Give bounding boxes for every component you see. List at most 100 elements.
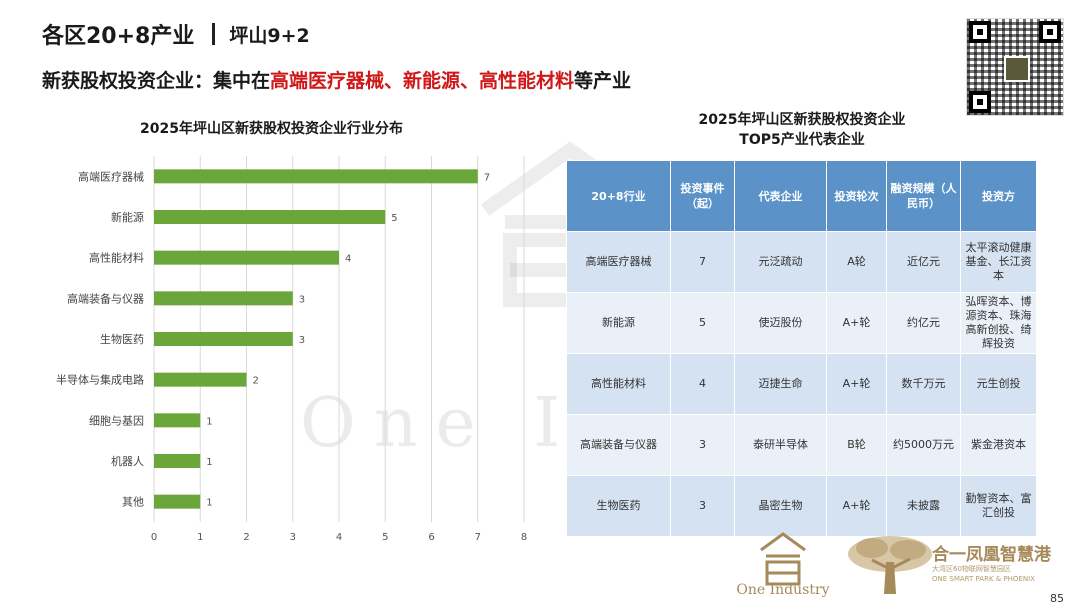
x-tick-label: 2 bbox=[243, 532, 249, 543]
x-tick-label: 5 bbox=[382, 532, 388, 543]
bar bbox=[154, 169, 478, 184]
category-label: 半导体与集成电路 bbox=[56, 373, 144, 387]
category-label: 高端装备与仪器 bbox=[67, 291, 144, 305]
x-tick-label: 7 bbox=[475, 532, 481, 543]
bar bbox=[154, 332, 293, 346]
table-cell: A轮 bbox=[826, 231, 887, 293]
table-row: 高性能材料 4 迈捷生命 A+轮 数千万元 元生创投 bbox=[566, 353, 1037, 415]
data-label: 1 bbox=[206, 498, 212, 509]
table-title-line1: 2025年坪山区新获股权投资企业 bbox=[698, 112, 906, 128]
bar bbox=[154, 494, 201, 509]
page-subtitle: 新获股权投资企业：集中在高端医疗器械、新能源、高性能材料等产业 bbox=[42, 66, 631, 93]
table-cell: A+轮 bbox=[826, 292, 887, 354]
data-label: 3 bbox=[299, 294, 305, 305]
table-cell: 高端医疗器械 bbox=[566, 231, 671, 293]
brand-subtitle: 大湾区60物联网智慧园区 ONE SMART PARK & PHOENIX bbox=[932, 564, 1035, 584]
header-title: 各区20+8产业 bbox=[42, 24, 195, 49]
qr-finder-pattern bbox=[969, 91, 991, 113]
bar bbox=[154, 250, 339, 265]
table-cell: 紫金港资本 bbox=[960, 414, 1037, 476]
table-cell: 勤智资本、富汇创投 bbox=[960, 475, 1037, 537]
category-label: 新能源 bbox=[111, 210, 144, 224]
qr-finder-pattern bbox=[1039, 21, 1061, 43]
table-row: 高端医疗器械 7 元泛疏动 A轮 近亿元 太平滚动健康基金、长江资本 bbox=[566, 231, 1037, 293]
x-tick-label: 8 bbox=[521, 532, 527, 543]
industry-table: 20+8行业 投资事件（起） 代表企业 投资轮次 融资规模（人民币） 投资方 高… bbox=[566, 160, 1037, 537]
table-cell: A+轮 bbox=[826, 353, 887, 415]
x-tick-label: 0 bbox=[151, 532, 157, 543]
table-cell: 晶密生物 bbox=[734, 475, 827, 537]
table-cell: 数千万元 bbox=[886, 353, 961, 415]
category-label: 其他 bbox=[122, 496, 144, 509]
table-header-row: 20+8行业 投资事件（起） 代表企业 投资轮次 融资规模（人民币） 投资方 bbox=[566, 160, 1037, 232]
tree-logo-icon bbox=[848, 536, 932, 594]
bar-chart: 0 1 2 3 4 5 6 7 8 高端医疗器械 7 新能源 5 高性能材料 4 高端装备与仪器 3 生物医药 3 半… bbox=[56, 156, 527, 543]
brand-sub-line: ONE SMART PARK & PHOENIX bbox=[932, 575, 1035, 583]
table-cell: 4 bbox=[670, 353, 735, 415]
table-cell: 7 bbox=[670, 231, 735, 293]
brand-sub-line: 大湾区60物联网智慧园区 bbox=[932, 565, 1011, 573]
data-label: 7 bbox=[484, 172, 490, 183]
data-label: 4 bbox=[345, 254, 351, 265]
header-divider bbox=[212, 23, 216, 45]
table-cell: 泰研半导体 bbox=[734, 414, 827, 476]
table-cell: 近亿元 bbox=[886, 231, 961, 293]
table-cell: 迈捷生命 bbox=[734, 353, 827, 415]
header-cell: 20+8行业 bbox=[566, 160, 671, 232]
qr-finder-pattern bbox=[969, 21, 991, 43]
chart-title: 2025年坪山区新获股权投资企业行业分布 bbox=[140, 121, 403, 137]
bar bbox=[154, 210, 386, 224]
category-label: 细胞与基因 bbox=[89, 414, 144, 427]
data-label: 1 bbox=[206, 457, 212, 468]
table-cell: 生物医药 bbox=[566, 475, 671, 537]
table-cell: 5 bbox=[670, 292, 735, 354]
table-cell: 高性能材料 bbox=[566, 353, 671, 415]
qr-code bbox=[966, 18, 1064, 116]
subtitle-prefix: 新获股权投资企业：集中在 bbox=[42, 70, 271, 92]
bar bbox=[154, 291, 293, 306]
bar bbox=[154, 454, 201, 468]
table-cell: B轮 bbox=[826, 414, 887, 476]
one-industry-logo-icon bbox=[760, 532, 806, 586]
header-cell: 投资方 bbox=[960, 160, 1037, 232]
subtitle-suffix: 等产业 bbox=[574, 70, 632, 92]
bar bbox=[154, 372, 247, 387]
header-cell: 融资规模（人民币） bbox=[886, 160, 961, 232]
table-cell: 元泛疏动 bbox=[734, 231, 827, 293]
x-tick-label: 1 bbox=[197, 532, 203, 543]
table-cell: 太平滚动健康基金、长江资本 bbox=[960, 231, 1037, 293]
table-row: 高端装备与仪器 3 泰研半导体 B轮 约5000万元 紫金港资本 bbox=[566, 414, 1037, 476]
page-header: 各区20+8产业 坪山9+2 bbox=[42, 16, 310, 52]
table-cell: 3 bbox=[670, 414, 735, 476]
category-label: 生物医药 bbox=[100, 332, 144, 346]
bar bbox=[154, 413, 201, 428]
page-number: 85 bbox=[1050, 592, 1064, 605]
x-tick-label: 3 bbox=[290, 532, 296, 543]
table-cell: 约5000万元 bbox=[886, 414, 961, 476]
table-cell: 使迈股份 bbox=[734, 292, 827, 354]
table-cell: A+轮 bbox=[826, 475, 887, 537]
header-cell: 投资轮次 bbox=[826, 160, 887, 232]
table-title-line2: TOP5产业代表企业 bbox=[739, 132, 865, 148]
qr-center-logo bbox=[1004, 56, 1030, 82]
table-cell: 弘晖资本、博源资本、珠海高新创投、绮辉投资 bbox=[960, 292, 1037, 354]
table-row: 生物医药 3 晶密生物 A+轮 未披露 勤智资本、富汇创投 bbox=[566, 475, 1037, 537]
table-cell: 新能源 bbox=[566, 292, 671, 354]
data-label: 5 bbox=[391, 213, 397, 224]
subtitle-highlight: 高端医疗器械、新能源、高性能材料 bbox=[270, 70, 575, 92]
category-label: 高端医疗器械 bbox=[78, 169, 144, 183]
header-cell: 投资事件（起） bbox=[670, 160, 735, 232]
category-label: 机器人 bbox=[111, 454, 144, 468]
table-cell: 3 bbox=[670, 475, 735, 537]
footer-logo-text: One Industry bbox=[736, 582, 830, 598]
table-title: 2025年坪山区新获股权投资企业 TOP5产业代表企业 bbox=[612, 110, 992, 150]
header-region: 坪山9+2 bbox=[229, 24, 310, 47]
category-label: 高性能材料 bbox=[89, 251, 144, 265]
data-label: 1 bbox=[206, 416, 212, 427]
table-cell: 约亿元 bbox=[886, 292, 961, 354]
data-label: 3 bbox=[299, 335, 305, 346]
brand-name: 合一凤凰智慧港 bbox=[932, 545, 1051, 565]
table-cell: 元生创投 bbox=[960, 353, 1037, 415]
x-tick-label: 6 bbox=[428, 532, 434, 543]
data-label: 2 bbox=[253, 376, 259, 387]
